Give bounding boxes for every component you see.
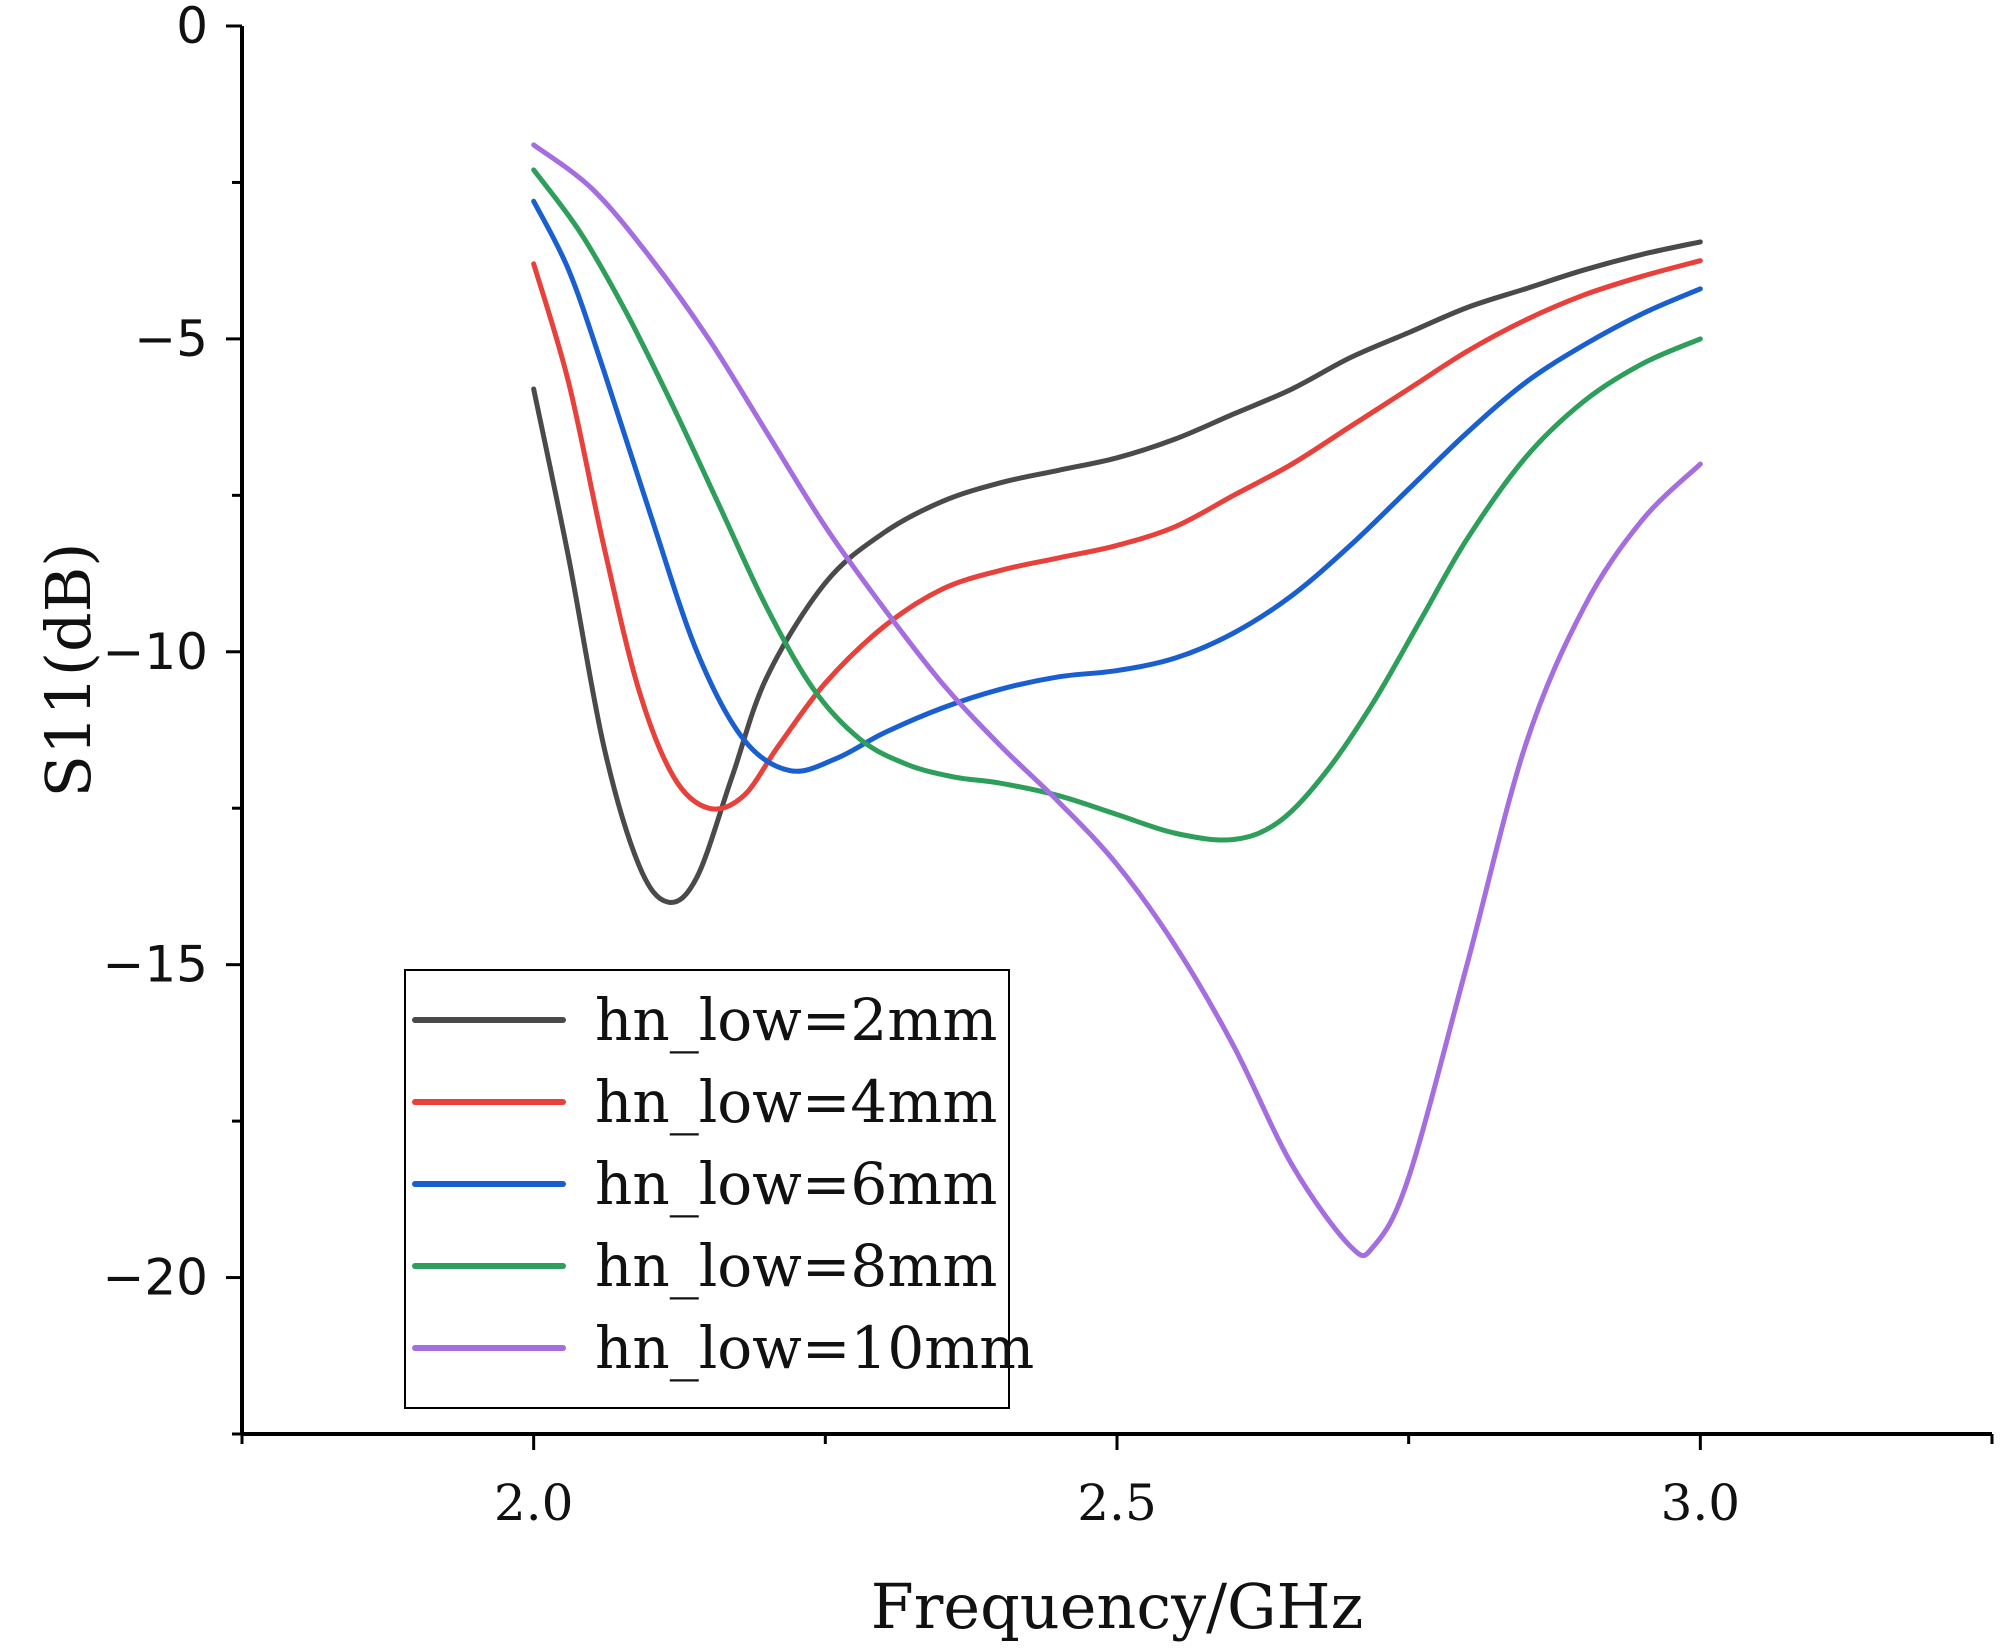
x-axis-title: Frequency/GHz <box>871 1570 1364 1643</box>
y-tick-label: −15 <box>102 936 208 994</box>
y-tick-label: 0 <box>176 0 208 55</box>
x-tick-label: 2.0 <box>494 1474 574 1532</box>
x-tick-label: 2.5 <box>1077 1474 1157 1532</box>
y-tick-label: −20 <box>102 1249 208 1307</box>
series-line-1 <box>531 239 1703 905</box>
legend-label: hn_low=4mm <box>595 1068 997 1136</box>
legend-label: hn_low=6mm <box>595 1150 997 1218</box>
legend-box <box>404 969 1010 1409</box>
series-lines <box>531 142 1703 1259</box>
axis-labels: Frequency/GHz S11(dB) <box>32 543 1363 1644</box>
series-line-3 <box>531 198 1703 774</box>
axes: 0 −5 −10 −15 −20 2.0 2.5 3.0 <box>102 0 1994 1532</box>
x-tick-label: 3.0 <box>1661 1474 1741 1532</box>
legend-label: hn_low=2mm <box>595 986 997 1054</box>
legend: hn_low=2mm hn_low=4mm hn_low=6mm hn_low=8mm… <box>404 969 1034 1409</box>
y-tick-label: −5 <box>134 310 208 368</box>
series-line-2 <box>531 258 1703 812</box>
series-line-5 <box>531 142 1703 1259</box>
legend-label: hn_low=10mm <box>595 1314 1034 1382</box>
series-line-4 <box>531 167 1703 843</box>
legend-label: hn_low=8mm <box>595 1232 997 1300</box>
y-axis-title: S11(dB) <box>32 543 105 798</box>
y-tick-label: −10 <box>102 623 208 681</box>
